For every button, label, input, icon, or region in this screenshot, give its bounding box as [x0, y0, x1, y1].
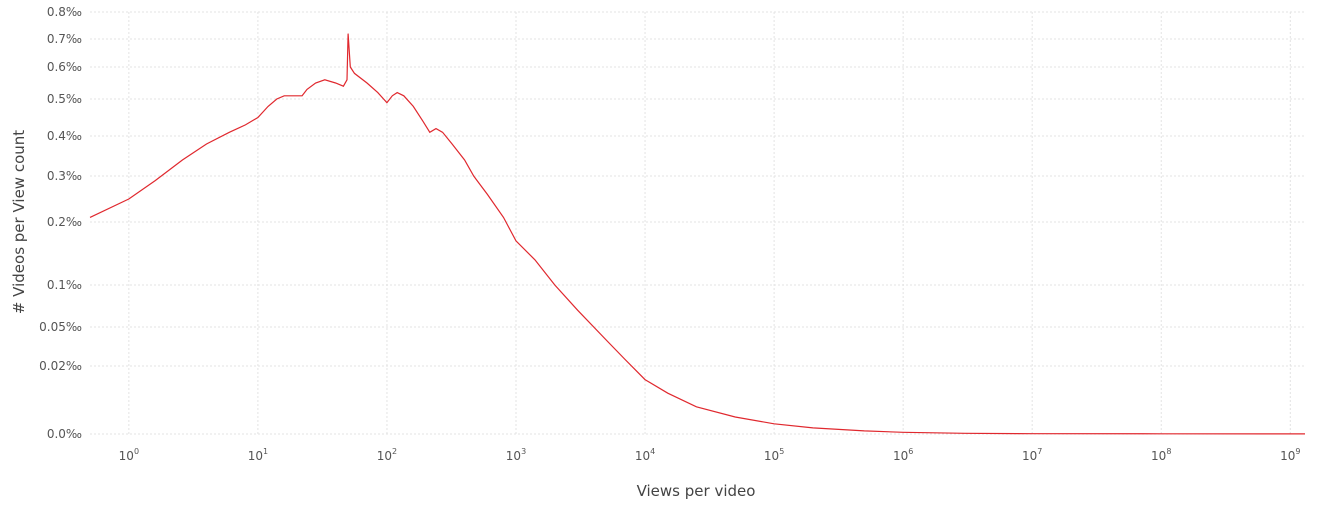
x-tick-base: 10 [635, 449, 650, 463]
series-line [89, 33, 1305, 435]
x-tick-base: 10 [248, 449, 263, 463]
x-tick-label: 103 [506, 447, 526, 463]
x-tick-base: 10 [1022, 449, 1037, 463]
x-tick-exponent: 6 [908, 447, 913, 456]
x-tick-label: 108 [1151, 447, 1171, 463]
y-axis-title: # Videos per View count [10, 130, 28, 314]
x-axis-title: Views per video [637, 482, 756, 500]
x-tick-label: 105 [764, 447, 784, 463]
x-tick-exponent: 2 [392, 447, 397, 456]
y-tick-label: 0.5‰ [47, 92, 82, 106]
x-tick-exponent: 9 [1295, 447, 1300, 456]
x-tick-label: 106 [893, 447, 913, 463]
x-axis-ticks: 100 101 102 103 104 105 106 107 108 109 [119, 447, 1301, 463]
y-tick-label: 0.02‰ [39, 359, 82, 373]
y-tick-label: 0.8‰ [47, 5, 82, 19]
x-tick-label: 102 [377, 447, 397, 463]
y-tick-label: 0.6‰ [47, 60, 82, 74]
x-tick-base: 10 [506, 449, 521, 463]
x-tick-exponent: 5 [779, 447, 784, 456]
y-tick-label: 0.05‰ [39, 320, 82, 334]
x-tick-label: 107 [1022, 447, 1042, 463]
x-tick-base: 10 [764, 449, 779, 463]
y-tick-label: 0.1‰ [47, 278, 82, 292]
x-tick-base: 10 [119, 449, 134, 463]
x-tick-base: 10 [1151, 449, 1166, 463]
y-tick-label: 0.7‰ [47, 32, 82, 46]
x-tick-exponent: 1 [263, 447, 268, 456]
x-tick-exponent: 7 [1037, 447, 1042, 456]
y-tick-label: 0.4‰ [47, 129, 82, 143]
x-tick-base: 10 [893, 449, 908, 463]
y-tick-label: 0.2‰ [47, 215, 82, 229]
x-tick-exponent: 8 [1166, 447, 1171, 456]
y-tick-label: 0.0‰ [47, 427, 82, 441]
y-tick-label: 0.3‰ [47, 169, 82, 183]
x-tick-label: 100 [119, 447, 139, 463]
x-tick-label: 109 [1280, 447, 1300, 463]
x-tick-label: 101 [248, 447, 268, 463]
grid-lines [90, 11, 1305, 435]
x-tick-base: 10 [377, 449, 392, 463]
x-tick-exponent: 0 [134, 447, 139, 456]
x-tick-label: 104 [635, 447, 655, 463]
y-axis-ticks: 0.0‰ 0.02‰ 0.05‰ 0.1‰ 0.2‰ 0.3‰ 0.4‰ 0.5‰ 0.6‰ 0.… [39, 5, 82, 441]
x-tick-exponent: 3 [521, 447, 526, 456]
x-tick-exponent: 4 [650, 447, 655, 456]
x-tick-base: 10 [1280, 449, 1295, 463]
